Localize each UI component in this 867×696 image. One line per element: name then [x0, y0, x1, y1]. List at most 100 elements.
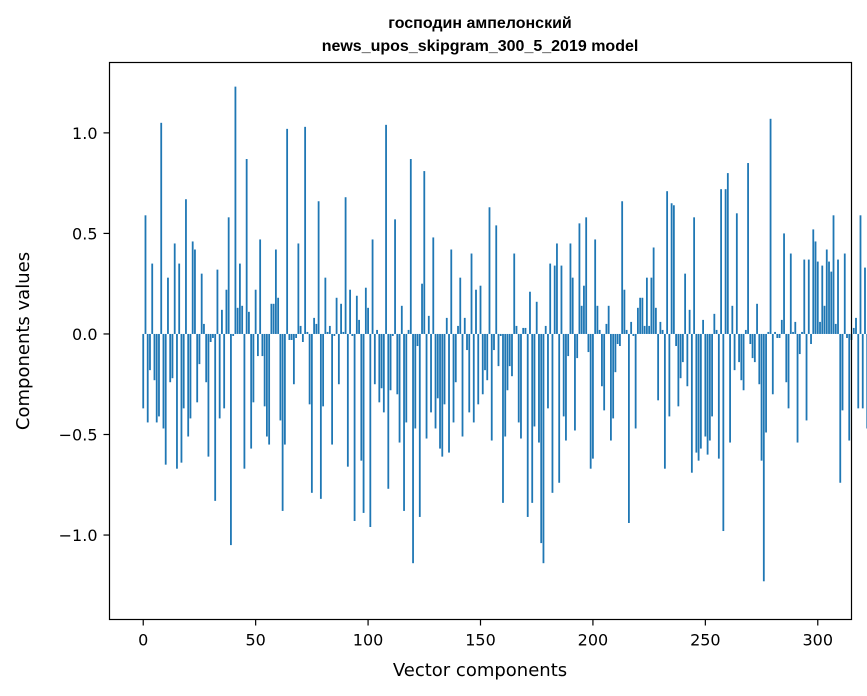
bar	[187, 333, 190, 437]
bar	[398, 333, 401, 443]
bar	[196, 333, 199, 403]
bar	[601, 333, 603, 387]
bar	[452, 333, 455, 423]
bar	[317, 201, 320, 334]
x-tick-label: 250	[690, 631, 721, 650]
bar	[864, 267, 866, 334]
bar	[245, 159, 248, 334]
bar	[807, 259, 810, 334]
bar	[677, 333, 680, 407]
bar	[776, 333, 779, 338]
bar	[142, 333, 145, 409]
bar	[396, 333, 399, 395]
bar	[470, 253, 473, 334]
bar	[364, 287, 367, 334]
bar	[274, 249, 277, 334]
bar	[547, 333, 549, 409]
bar	[241, 305, 244, 334]
bar	[425, 333, 428, 439]
bar	[508, 333, 511, 367]
bar	[380, 333, 383, 389]
y-axis: −1.0 −0.5 0.0 0.5 1.0	[59, 124, 110, 545]
bar	[702, 319, 704, 334]
bar	[151, 263, 154, 334]
bar	[461, 333, 464, 437]
bar	[349, 289, 351, 334]
bar	[299, 325, 302, 334]
x-axis-label: Vector components	[393, 660, 567, 681]
bar	[414, 333, 417, 429]
bar	[200, 273, 203, 334]
bar	[448, 333, 450, 453]
bar	[371, 239, 374, 334]
bar	[605, 323, 608, 334]
bar	[769, 118, 772, 334]
bar	[225, 289, 228, 334]
bar	[324, 277, 327, 334]
bar	[198, 333, 201, 365]
bar	[504, 333, 507, 437]
bar	[328, 325, 331, 334]
bar	[484, 333, 486, 371]
bar	[738, 333, 740, 363]
bar	[630, 321, 633, 334]
y-tick-label: −1.0	[59, 526, 98, 545]
bar	[749, 333, 752, 345]
x-tick-label: 200	[578, 631, 609, 650]
bar	[848, 333, 851, 441]
bar	[621, 201, 624, 334]
bar	[634, 333, 637, 429]
bar	[173, 243, 176, 334]
y-axis-label: Components values	[13, 252, 34, 430]
bar	[214, 333, 217, 501]
bar	[342, 331, 345, 334]
bar	[834, 323, 837, 334]
bar	[432, 237, 435, 334]
bar	[672, 205, 675, 334]
bar	[592, 333, 594, 459]
bar	[565, 333, 567, 441]
bar	[243, 333, 246, 469]
bar	[295, 333, 298, 338]
bar	[780, 319, 783, 334]
bar	[583, 285, 585, 334]
bar	[203, 323, 205, 334]
bar	[270, 303, 273, 334]
bar	[421, 283, 423, 334]
bar	[457, 325, 459, 334]
bar	[794, 321, 797, 334]
bar	[513, 253, 516, 334]
bar	[558, 333, 561, 483]
bar	[684, 273, 687, 334]
bar	[209, 333, 212, 342]
bar	[861, 333, 864, 409]
bar	[263, 333, 266, 407]
bar	[612, 333, 615, 419]
bar	[308, 333, 311, 405]
bar	[859, 215, 862, 334]
bar	[693, 217, 696, 334]
bar	[720, 189, 722, 334]
bar	[787, 333, 790, 409]
bar	[185, 199, 187, 334]
bar	[616, 333, 619, 345]
bar	[490, 333, 493, 441]
bar	[493, 333, 495, 351]
bar	[189, 333, 192, 419]
bar	[839, 333, 842, 483]
bar	[538, 333, 540, 443]
bar	[819, 321, 821, 334]
bar	[427, 315, 430, 334]
bar	[454, 333, 457, 383]
bar	[578, 223, 581, 334]
bar	[418, 333, 421, 517]
bar	[355, 295, 358, 334]
bar	[632, 333, 635, 336]
bar	[236, 307, 239, 334]
bar	[221, 309, 223, 334]
bar	[594, 239, 597, 334]
bar	[722, 333, 725, 532]
bar	[670, 203, 673, 334]
bar	[657, 333, 660, 401]
bar	[146, 333, 149, 423]
